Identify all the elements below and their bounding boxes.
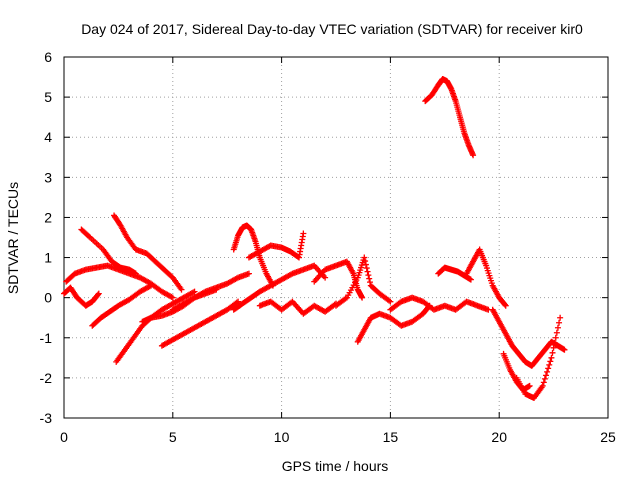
- data-point: [363, 265, 370, 272]
- data-point: [95, 290, 102, 297]
- data-point: [300, 230, 307, 237]
- data-point: [550, 344, 557, 351]
- data-point: [169, 294, 176, 301]
- series-track-17: [387, 294, 492, 313]
- data-point: [95, 291, 101, 298]
- data-point: [361, 254, 368, 261]
- data-point: [539, 382, 546, 389]
- x-tick-label: 0: [60, 429, 68, 445]
- data-point: [551, 339, 558, 346]
- data-point: [322, 274, 329, 281]
- y-tick-label: 6: [44, 49, 52, 65]
- data-point: [548, 354, 555, 361]
- x-axis-label: GPS time / hours: [282, 458, 389, 474]
- data-point: [364, 268, 371, 275]
- series-track-1: [61, 284, 102, 309]
- series-track-9: [169, 270, 252, 313]
- data-point: [540, 379, 547, 386]
- x-tick-label: 15: [383, 429, 399, 445]
- x-tick-label: 10: [274, 429, 290, 445]
- data-point: [387, 298, 394, 305]
- y-tick-label: -1: [40, 330, 53, 346]
- tick-labels: 0 5 10 15 20 25 -3 -2 -1 0 1 2 3 4 5 6: [40, 49, 616, 445]
- y-tick-label: 1: [44, 250, 52, 266]
- data-point: [541, 375, 548, 382]
- x-tick-label: 25: [600, 429, 616, 445]
- y-tick-label: 5: [44, 89, 52, 105]
- y-tick-label: 2: [44, 209, 52, 225]
- data-point: [359, 294, 366, 301]
- data-point: [178, 286, 185, 293]
- data-point: [245, 270, 252, 277]
- data-point: [556, 319, 563, 326]
- series-track-18: [435, 264, 474, 283]
- data-point: [132, 270, 139, 277]
- y-tick-label: 4: [44, 129, 52, 145]
- data-point: [502, 302, 509, 309]
- axes: [63, 56, 609, 419]
- data-point: [557, 314, 564, 321]
- series-track-4: [111, 212, 185, 293]
- data-point: [561, 346, 568, 353]
- data-point: [467, 276, 474, 283]
- data-point: [365, 272, 372, 279]
- data-point: [367, 279, 373, 286]
- data-point: [362, 261, 369, 268]
- data-point: [191, 288, 198, 295]
- y-tick-label: -2: [40, 370, 53, 386]
- x-tick-label: 5: [169, 429, 177, 445]
- series-track-5: [89, 282, 155, 329]
- data-point: [554, 324, 561, 331]
- y-tick-label: 3: [44, 169, 52, 185]
- data-point: [470, 152, 477, 159]
- data-point: [366, 275, 373, 282]
- data-point: [553, 329, 560, 336]
- series-track-8: [158, 298, 242, 349]
- chart-title: Day 024 of 2017, Sidereal Day-to-day VTE…: [81, 21, 583, 37]
- data-point: [526, 382, 533, 389]
- y-axis-label: SDTVAR / TECUs: [5, 182, 21, 294]
- plot-frame: [63, 56, 609, 419]
- data-points: [61, 76, 568, 401]
- series-track-10: [230, 222, 276, 289]
- series-track-23: [422, 76, 477, 159]
- data-point: [501, 301, 508, 308]
- data-point: [552, 334, 559, 341]
- series-track-13: [256, 298, 339, 317]
- data-point: [545, 365, 552, 372]
- data-point: [235, 298, 242, 305]
- series-track-20: [489, 306, 568, 369]
- data-point: [148, 282, 155, 289]
- x-tick-label: 20: [491, 429, 507, 445]
- series-track-19: [463, 246, 509, 309]
- y-tick-label: -3: [40, 410, 53, 426]
- grid-lines: [64, 57, 608, 418]
- series-track-15: [333, 254, 394, 309]
- data-point: [542, 372, 549, 379]
- data-point: [362, 258, 369, 265]
- series-track-3: [78, 226, 139, 277]
- series-track-12: [230, 262, 329, 313]
- series-track-22: [513, 314, 564, 401]
- series-track-11: [245, 230, 307, 261]
- data-point: [544, 368, 551, 375]
- data-point: [547, 358, 554, 365]
- data-point: [546, 361, 553, 368]
- y-tick-label: 0: [44, 290, 52, 306]
- data-point: [549, 349, 556, 356]
